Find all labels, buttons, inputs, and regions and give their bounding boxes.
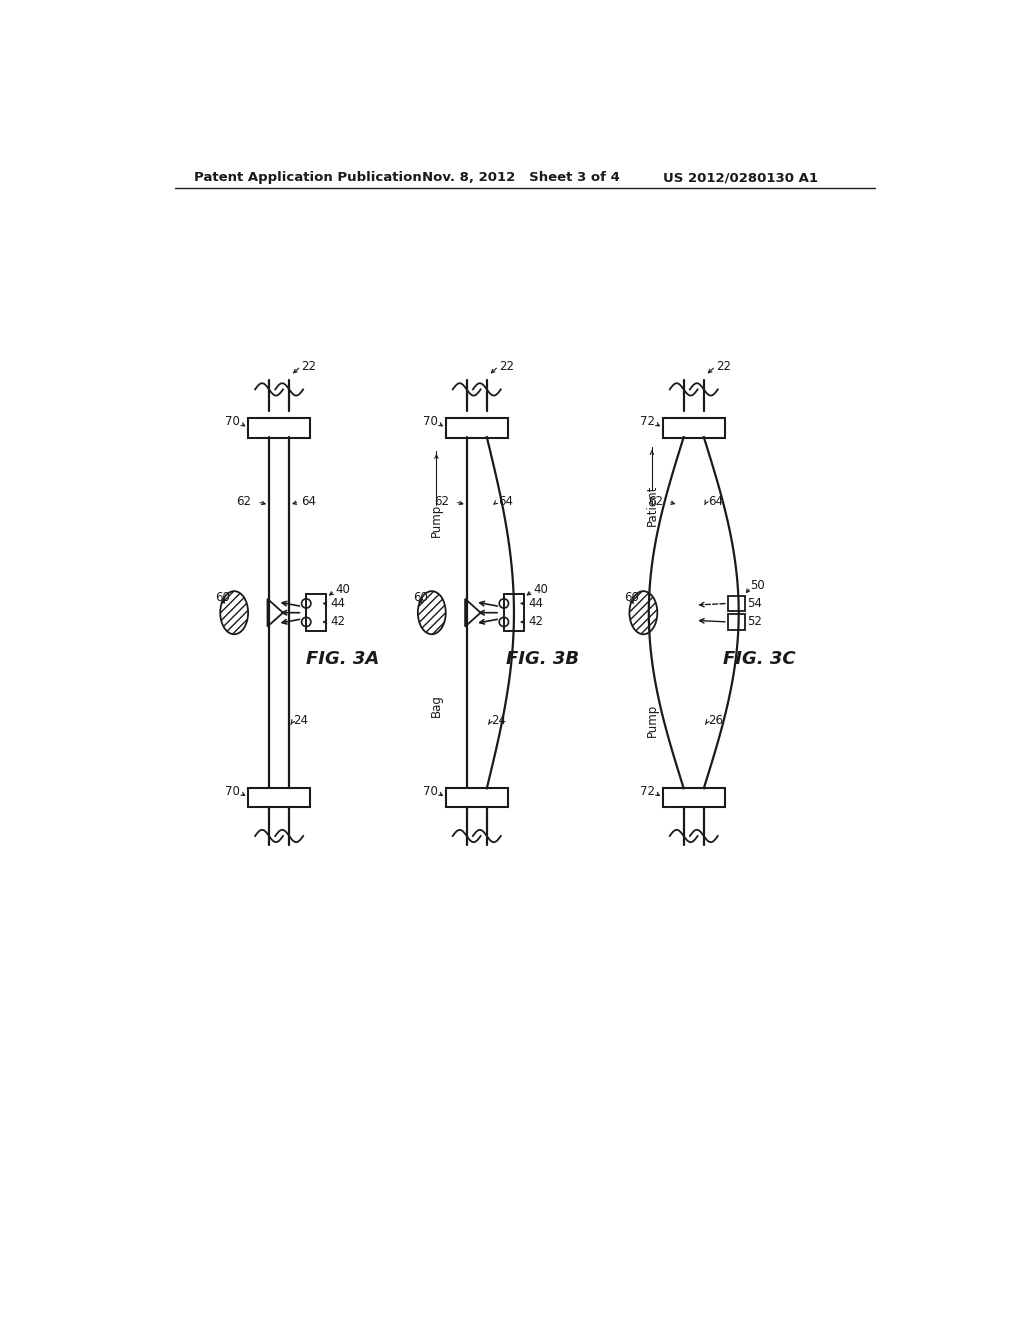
Text: 50: 50	[751, 579, 765, 593]
Text: Patent Application Publication: Patent Application Publication	[194, 172, 422, 185]
Text: 72: 72	[640, 416, 655, 428]
Text: 24: 24	[293, 714, 308, 727]
Text: 72: 72	[640, 785, 655, 797]
Text: 54: 54	[748, 597, 762, 610]
Text: 70: 70	[225, 785, 241, 797]
Text: 64: 64	[301, 495, 315, 508]
Text: Nov. 8, 2012   Sheet 3 of 4: Nov. 8, 2012 Sheet 3 of 4	[423, 172, 621, 185]
Text: 44: 44	[331, 597, 345, 610]
Bar	[445, 788, 508, 807]
Bar	[445, 418, 508, 437]
Polygon shape	[267, 599, 283, 627]
Text: 44: 44	[528, 597, 543, 610]
Text: 70: 70	[423, 785, 438, 797]
Text: 42: 42	[528, 615, 543, 628]
Bar	[248, 788, 310, 807]
Text: 60: 60	[216, 591, 230, 603]
Text: FIG. 3C: FIG. 3C	[723, 649, 796, 668]
Text: 22: 22	[302, 360, 316, 372]
Text: 40: 40	[336, 583, 350, 597]
Text: 24: 24	[490, 714, 506, 727]
Text: 60: 60	[414, 591, 428, 603]
Text: Patient: Patient	[646, 484, 658, 525]
Bar	[663, 788, 725, 807]
Text: US 2012/0280130 A1: US 2012/0280130 A1	[663, 172, 818, 185]
Text: 62: 62	[237, 495, 251, 508]
Bar	[728, 595, 744, 611]
Text: 64: 64	[708, 495, 723, 508]
Text: 60: 60	[624, 591, 639, 603]
Text: 40: 40	[534, 583, 548, 597]
Polygon shape	[465, 599, 480, 627]
Text: Pump: Pump	[646, 704, 658, 737]
Ellipse shape	[220, 591, 248, 635]
Ellipse shape	[418, 591, 445, 635]
Bar	[306, 594, 327, 631]
Bar	[663, 418, 725, 437]
Text: 64: 64	[499, 495, 513, 508]
Text: 70: 70	[225, 416, 241, 428]
Text: 22: 22	[716, 360, 731, 372]
Text: 52: 52	[748, 615, 762, 628]
Ellipse shape	[630, 591, 657, 635]
Text: 70: 70	[423, 416, 438, 428]
Bar	[728, 614, 744, 630]
Text: 42: 42	[331, 615, 345, 628]
Text: 22: 22	[500, 360, 514, 372]
Text: Pump: Pump	[430, 504, 443, 537]
Text: FIG. 3A: FIG. 3A	[306, 649, 380, 668]
Text: 62: 62	[434, 495, 449, 508]
Text: Bag: Bag	[430, 694, 443, 717]
Bar	[504, 594, 524, 631]
Text: FIG. 3B: FIG. 3B	[506, 649, 580, 668]
Bar	[248, 418, 310, 437]
Text: 62: 62	[648, 495, 663, 508]
Text: 26: 26	[708, 714, 723, 727]
